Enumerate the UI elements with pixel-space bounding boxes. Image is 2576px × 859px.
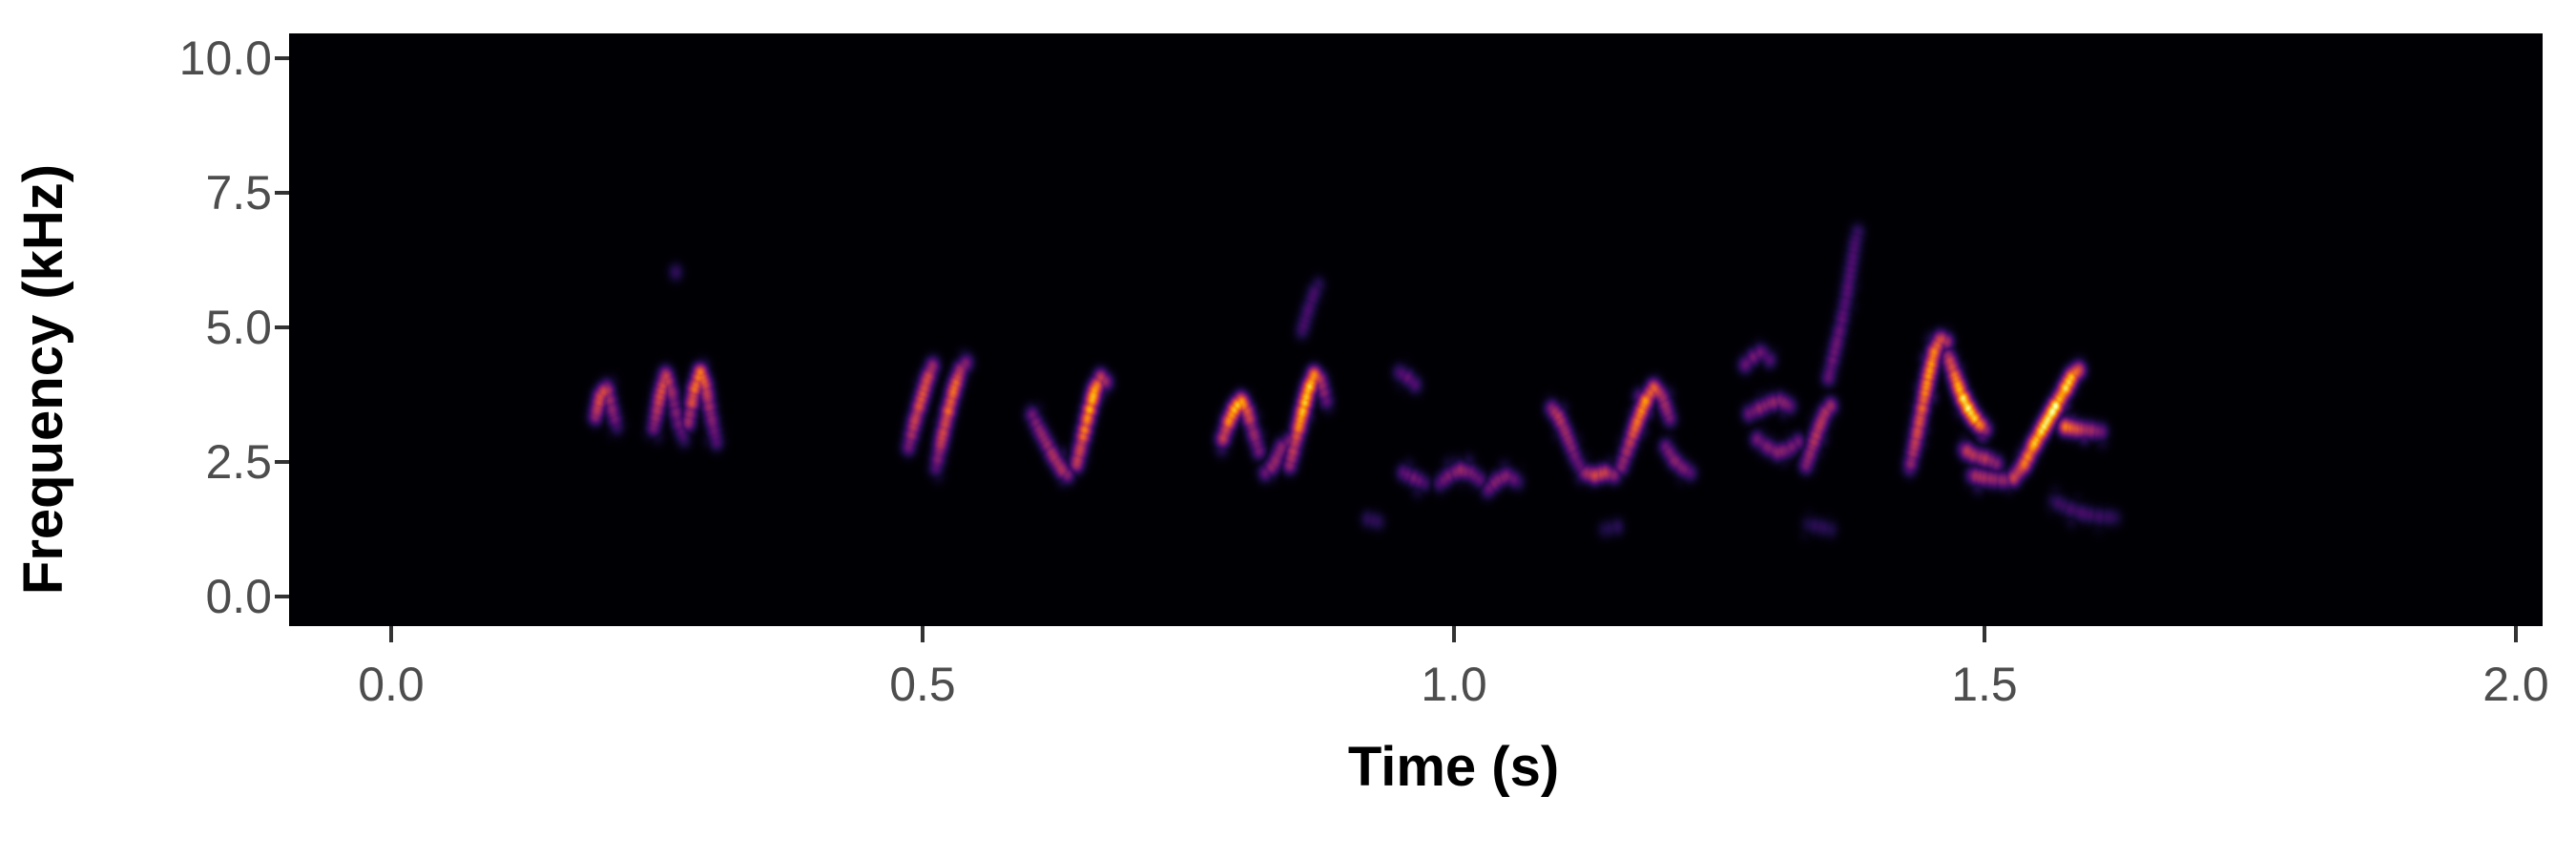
y-tick-mark-1 bbox=[275, 460, 290, 464]
y-tick-mark-4 bbox=[275, 56, 290, 60]
x-tick-mark-1 bbox=[921, 626, 924, 642]
y-tick-label-2: 5.0 bbox=[205, 301, 272, 354]
x-tick-mark-3 bbox=[1983, 626, 1986, 642]
y-tick-mark-3 bbox=[275, 191, 290, 195]
x-tick-mark-4 bbox=[2514, 626, 2518, 642]
x-tick-label-0: 0.0 bbox=[358, 658, 425, 711]
y-tick-label-0: 0.0 bbox=[205, 570, 272, 623]
x-tick-label-3: 1.5 bbox=[1951, 658, 2018, 711]
x-tick-mark-0 bbox=[389, 626, 393, 642]
y-tick-label-1: 2.5 bbox=[205, 435, 272, 489]
spectrogram-panel bbox=[289, 33, 2543, 626]
x-tick-label-2: 1.0 bbox=[1421, 658, 1487, 711]
x-tick-label-1: 0.5 bbox=[889, 658, 956, 711]
x-tick-mark-2 bbox=[1452, 626, 1456, 642]
x-tick-label-4: 2.0 bbox=[2483, 658, 2549, 711]
y-tick-mark-2 bbox=[275, 325, 290, 329]
y-tick-label-4: 10.0 bbox=[178, 31, 272, 85]
y-tick-mark-0 bbox=[275, 595, 290, 598]
x-axis-title: Time (s) bbox=[1347, 736, 1560, 798]
spectrogram-image bbox=[289, 33, 2543, 626]
y-tick-label-3: 7.5 bbox=[205, 166, 272, 220]
